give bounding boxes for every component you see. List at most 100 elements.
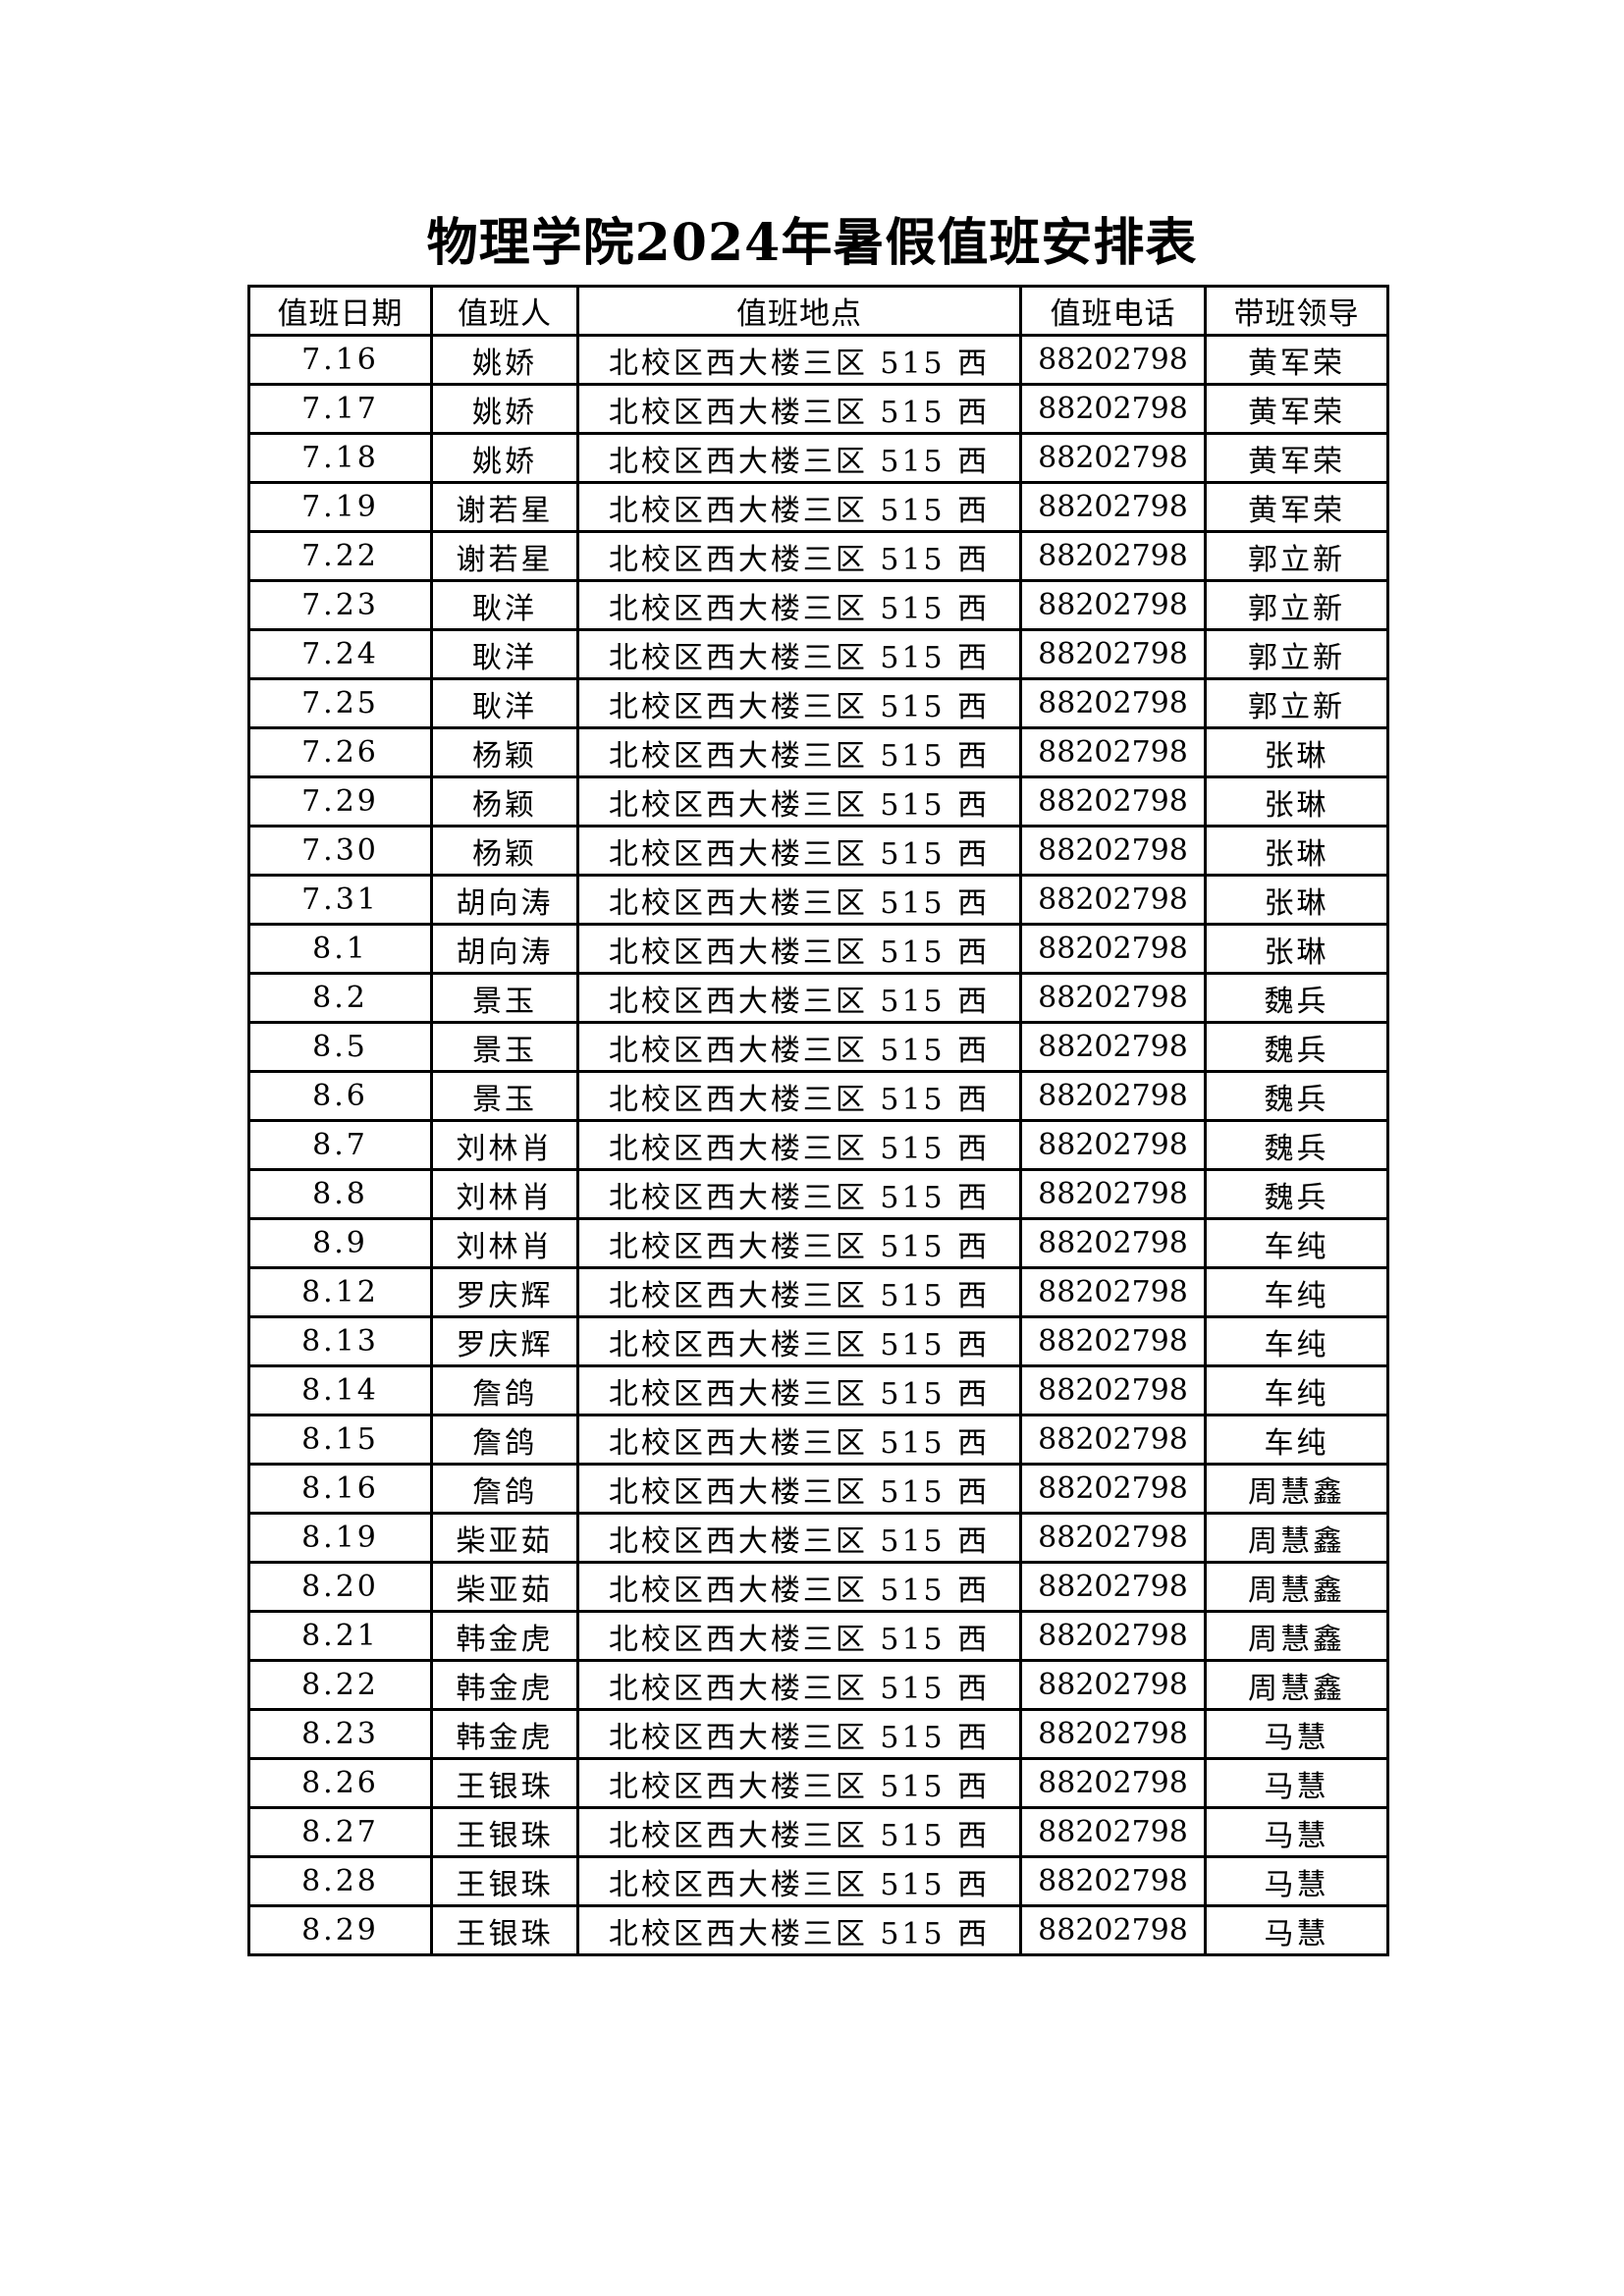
phone-cell: 88202798 [1019, 628, 1207, 680]
leader-cell: 车纯 [1204, 1315, 1389, 1367]
location-cell: 北校区西大楼三区 515 西 [576, 1904, 1022, 1956]
table-row: 7.31 胡向涛 北校区西大楼三区 515 西 88202798 张琳 [247, 874, 1389, 926]
person-cell: 王银珠 [430, 1806, 579, 1858]
table-row: 7.25 耿洋 北校区西大楼三区 515 西 88202798 郭立新 [247, 677, 1389, 729]
leader-cell: 黄军荣 [1204, 383, 1389, 435]
table-row: 8.16 詹鸽 北校区西大楼三区 515 西 88202798 周慧鑫 [247, 1463, 1389, 1515]
person-cell: 詹鸽 [430, 1463, 579, 1515]
date-cell: 8.5 [247, 1021, 433, 1073]
leader-cell: 马慧 [1204, 1708, 1389, 1760]
person-cell: 杨颖 [430, 726, 579, 778]
table-row: 7.22 谢若星 北校区西大楼三区 515 西 88202798 郭立新 [247, 530, 1389, 582]
header-date: 值班日期 [247, 285, 433, 337]
table-row: 8.1 胡向涛 北校区西大楼三区 515 西 88202798 张琳 [247, 923, 1389, 975]
person-cell: 杨颖 [430, 775, 579, 828]
table-row: 7.24 耿洋 北校区西大楼三区 515 西 88202798 郭立新 [247, 628, 1389, 680]
date-cell: 7.23 [247, 579, 433, 631]
location-cell: 北校区西大楼三区 515 西 [576, 530, 1022, 582]
table-header-row: 值班日期 值班人 值班地点 值班电话 带班领导 [247, 285, 1389, 337]
leader-cell: 车纯 [1204, 1414, 1389, 1466]
leader-cell: 周慧鑫 [1204, 1610, 1389, 1662]
phone-cell: 88202798 [1019, 1315, 1207, 1367]
location-cell: 北校区西大楼三区 515 西 [576, 1512, 1022, 1564]
table-row: 8.5 景玉 北校区西大楼三区 515 西 88202798 魏兵 [247, 1021, 1389, 1073]
table-row: 8.13 罗庆辉 北校区西大楼三区 515 西 88202798 车纯 [247, 1315, 1389, 1367]
table-row: 8.22 韩金虎 北校区西大楼三区 515 西 88202798 周慧鑫 [247, 1659, 1389, 1711]
phone-cell: 88202798 [1019, 1364, 1207, 1416]
leader-cell: 马慧 [1204, 1904, 1389, 1956]
location-cell: 北校区西大楼三区 515 西 [576, 874, 1022, 926]
person-cell: 耿洋 [430, 579, 579, 631]
table-row: 8.23 韩金虎 北校区西大楼三区 515 西 88202798 马慧 [247, 1708, 1389, 1760]
location-cell: 北校区西大楼三区 515 西 [576, 1463, 1022, 1515]
location-cell: 北校区西大楼三区 515 西 [576, 1119, 1022, 1171]
location-cell: 北校区西大楼三区 515 西 [576, 825, 1022, 877]
header-person: 值班人 [430, 285, 579, 337]
table-row: 8.26 王银珠 北校区西大楼三区 515 西 88202798 马慧 [247, 1757, 1389, 1809]
phone-cell: 88202798 [1019, 1414, 1207, 1466]
person-cell: 詹鸽 [430, 1414, 579, 1466]
date-cell: 8.8 [247, 1168, 433, 1220]
person-cell: 姚娇 [430, 432, 579, 484]
location-cell: 北校区西大楼三区 515 西 [576, 1806, 1022, 1858]
date-cell: 8.12 [247, 1266, 433, 1318]
phone-cell: 88202798 [1019, 1904, 1207, 1956]
location-cell: 北校区西大楼三区 515 西 [576, 432, 1022, 484]
leader-cell: 张琳 [1204, 874, 1389, 926]
leader-cell: 车纯 [1204, 1266, 1389, 1318]
person-cell: 胡向涛 [430, 874, 579, 926]
location-cell: 北校区西大楼三区 515 西 [576, 972, 1022, 1024]
person-cell: 谢若星 [430, 530, 579, 582]
leader-cell: 魏兵 [1204, 1168, 1389, 1220]
leader-cell: 郭立新 [1204, 677, 1389, 729]
phone-cell: 88202798 [1019, 825, 1207, 877]
person-cell: 景玉 [430, 972, 579, 1024]
header-location: 值班地点 [576, 285, 1022, 337]
leader-cell: 郭立新 [1204, 530, 1389, 582]
date-cell: 8.15 [247, 1414, 433, 1466]
person-cell: 谢若星 [430, 481, 579, 533]
location-cell: 北校区西大楼三区 515 西 [576, 1414, 1022, 1466]
table-row: 8.27 王银珠 北校区西大楼三区 515 西 88202798 马慧 [247, 1806, 1389, 1858]
person-cell: 王银珠 [430, 1757, 579, 1809]
phone-cell: 88202798 [1019, 530, 1207, 582]
location-cell: 北校区西大楼三区 515 西 [576, 1855, 1022, 1907]
header-leader: 带班领导 [1204, 285, 1389, 337]
person-cell: 刘林肖 [430, 1119, 579, 1171]
location-cell: 北校区西大楼三区 515 西 [576, 628, 1022, 680]
date-cell: 7.25 [247, 677, 433, 729]
phone-cell: 88202798 [1019, 1070, 1207, 1122]
location-cell: 北校区西大楼三区 515 西 [576, 726, 1022, 778]
leader-cell: 周慧鑫 [1204, 1512, 1389, 1564]
phone-cell: 88202798 [1019, 874, 1207, 926]
location-cell: 北校区西大楼三区 515 西 [576, 1315, 1022, 1367]
leader-cell: 周慧鑫 [1204, 1463, 1389, 1515]
phone-cell: 88202798 [1019, 1806, 1207, 1858]
duty-schedule-table: 值班日期 值班人 值班地点 值班电话 带班领导 7.16 姚娇 北校区西大楼三区 5… [247, 285, 1389, 1956]
page-title: 物理学院2024年暑假值班安排表 [426, 213, 1198, 273]
date-cell: 8.6 [247, 1070, 433, 1122]
phone-cell: 88202798 [1019, 1168, 1207, 1220]
leader-cell: 张琳 [1204, 775, 1389, 828]
date-cell: 7.16 [247, 334, 433, 386]
phone-cell: 88202798 [1019, 1708, 1207, 1760]
table-row: 7.16 姚娇 北校区西大楼三区 515 西 88202798 黄军荣 [247, 334, 1389, 386]
table-row: 8.20 柴亚茹 北校区西大楼三区 515 西 88202798 周慧鑫 [247, 1561, 1389, 1613]
date-cell: 7.18 [247, 432, 433, 484]
date-cell: 8.7 [247, 1119, 433, 1171]
phone-cell: 88202798 [1019, 726, 1207, 778]
person-cell: 柴亚茹 [430, 1512, 579, 1564]
location-cell: 北校区西大楼三区 515 西 [576, 579, 1022, 631]
date-cell: 7.26 [247, 726, 433, 778]
person-cell: 杨颖 [430, 825, 579, 877]
person-cell: 姚娇 [430, 334, 579, 386]
phone-cell: 88202798 [1019, 677, 1207, 729]
person-cell: 刘林肖 [430, 1168, 579, 1220]
leader-cell: 郭立新 [1204, 579, 1389, 631]
table-row: 8.7 刘林肖 北校区西大楼三区 515 西 88202798 魏兵 [247, 1119, 1389, 1171]
leader-cell: 黄军荣 [1204, 481, 1389, 533]
table-row: 8.15 詹鸽 北校区西大楼三区 515 西 88202798 车纯 [247, 1414, 1389, 1466]
phone-cell: 88202798 [1019, 1119, 1207, 1171]
table-row: 7.18 姚娇 北校区西大楼三区 515 西 88202798 黄军荣 [247, 432, 1389, 484]
phone-cell: 88202798 [1019, 923, 1207, 975]
